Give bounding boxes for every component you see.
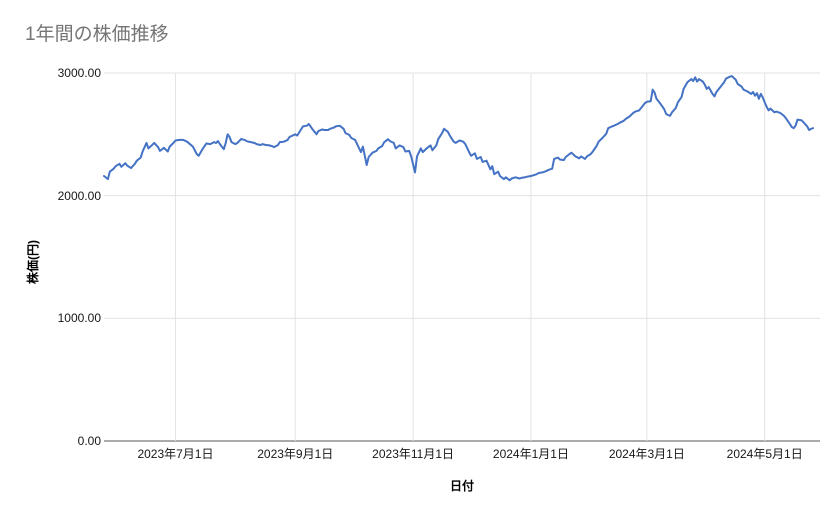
y-tick-label: 2000.00: [57, 188, 101, 203]
x-tick-label: 2023年11月1日: [372, 447, 454, 461]
y-axis-title: 株価(円): [26, 240, 40, 284]
x-axis-title: 日付: [449, 479, 475, 493]
chart-title: 1年間の株価推移: [25, 24, 169, 45]
x-tick-label: 2024年5月1日: [726, 447, 803, 461]
y-tick-label: 3000.00: [57, 66, 101, 80]
x-tick-label: 2024年3月1日: [608, 447, 685, 461]
y-tick-label: 0.00: [77, 434, 101, 448]
x-tick-label: 2023年7月1日: [137, 447, 214, 461]
x-tick-label: 2024年1月1日: [492, 447, 569, 461]
y-tick-label: 1000.00: [57, 311, 101, 326]
price-line-series: [103, 75, 814, 182]
x-tick-label: 2023年9月1日: [257, 447, 334, 461]
